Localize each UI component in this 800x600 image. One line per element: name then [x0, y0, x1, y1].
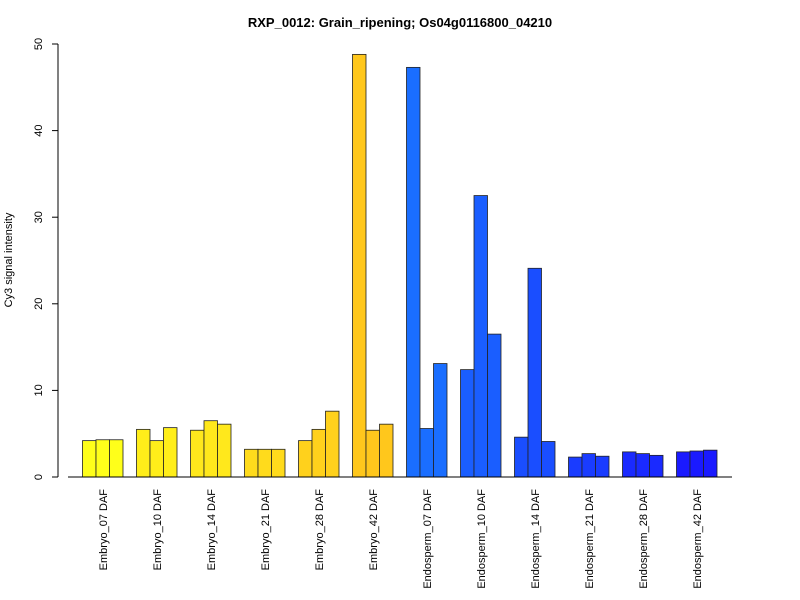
bar-group	[136, 427, 178, 478]
bar-group	[514, 267, 556, 478]
bar	[433, 363, 448, 478]
y-tick-label: 40	[33, 124, 45, 136]
bar-group	[460, 195, 502, 478]
bar	[581, 453, 596, 478]
chart-title: RXP_0012: Grain_ripening; Os04g0116800_0…	[248, 15, 552, 30]
bar	[109, 439, 124, 478]
x-tick-label: Embryo_14 DAF	[206, 489, 218, 571]
x-tick-label: Embryo_21 DAF	[260, 489, 272, 571]
x-tick-label: Endosperm_07 DAF	[422, 489, 434, 589]
plot-area	[82, 53, 718, 478]
bar	[541, 441, 556, 478]
x-tick-label: Embryo_28 DAF	[314, 489, 326, 571]
y-axis-label: Cy3 signal intensity	[3, 212, 15, 307]
bar	[595, 455, 610, 478]
y-tick-label: 20	[33, 298, 45, 310]
bar	[203, 420, 218, 478]
x-tick-label: Embryo_42 DAF	[368, 489, 380, 571]
bar	[406, 66, 421, 478]
y-tick-label: 50	[33, 38, 45, 50]
bar	[419, 428, 434, 478]
y-axis: 0 10 20 30 40 50	[33, 38, 59, 480]
x-tick-label: Endosperm_10 DAF	[476, 489, 488, 589]
bar	[622, 451, 637, 478]
bar	[136, 428, 151, 478]
bar	[244, 448, 259, 478]
x-tick-label: Endosperm_14 DAF	[530, 489, 542, 589]
x-tick-label: Embryo_10 DAF	[152, 489, 164, 571]
bar	[95, 439, 110, 478]
bar	[649, 454, 664, 478]
bar	[257, 448, 272, 478]
bar	[163, 427, 178, 478]
bar	[487, 333, 502, 478]
y-tick-label: 0	[33, 474, 45, 480]
y-tick-label: 10	[33, 384, 45, 396]
bar	[514, 436, 529, 478]
bar	[217, 423, 232, 478]
bar	[82, 440, 97, 478]
bar	[311, 428, 326, 478]
bar	[527, 267, 542, 478]
bar-group	[244, 448, 286, 478]
bar-group	[622, 451, 664, 478]
bar	[635, 453, 650, 478]
bar-group	[298, 410, 340, 478]
bar	[365, 429, 380, 478]
bar	[676, 451, 691, 478]
x-tick-label: Endosperm_42 DAF	[692, 489, 704, 589]
bar	[379, 423, 394, 478]
x-tick-label: Endosperm_28 DAF	[638, 489, 650, 589]
bar	[689, 450, 704, 478]
bar	[325, 410, 340, 478]
x-tick-label: Embryo_07 DAF	[98, 489, 110, 571]
bar	[473, 195, 488, 478]
bar-group	[406, 66, 448, 478]
bar-group	[82, 439, 124, 478]
bar	[568, 456, 583, 478]
bar	[149, 440, 164, 478]
x-tick-label: Endosperm_21 DAF	[584, 489, 596, 589]
bar	[352, 53, 367, 478]
bar-group	[568, 453, 610, 478]
bar-group	[352, 53, 394, 478]
y-tick-label: 30	[33, 211, 45, 223]
bar-group	[190, 420, 232, 478]
bar	[271, 448, 286, 478]
bar	[460, 369, 475, 478]
bar	[190, 429, 205, 478]
bar-group	[676, 449, 718, 478]
bar	[298, 440, 313, 478]
bar	[703, 449, 718, 478]
x-axis: Embryo_07 DAF Embryo_10 DAF Embryo_14 DAF E…	[68, 476, 732, 589]
